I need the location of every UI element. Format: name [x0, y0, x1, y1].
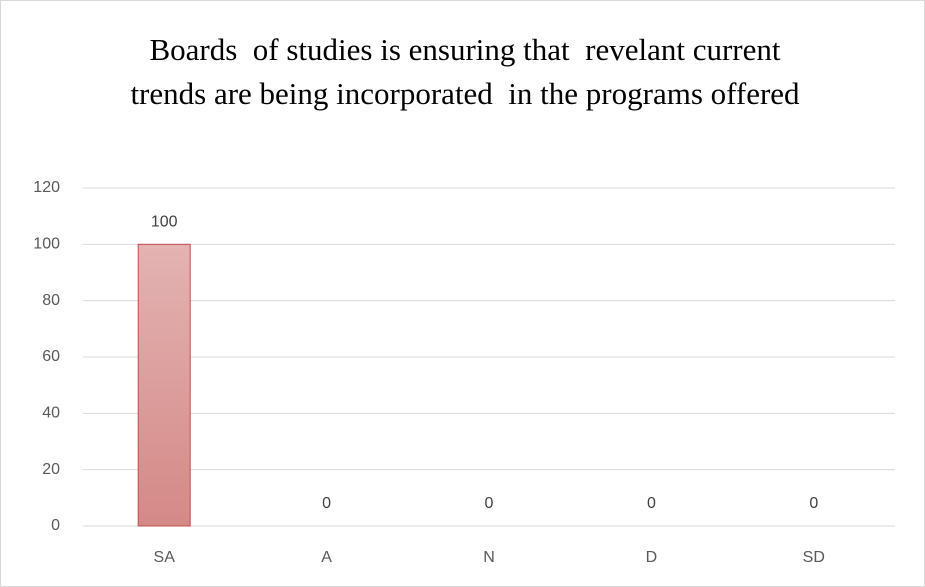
- x-tick-label: SD: [803, 549, 825, 566]
- y-tick-label: 100: [33, 236, 60, 253]
- chart-title: Boards of studies is ensuring that revel…: [130, 32, 800, 111]
- y-tick-label: 40: [42, 405, 60, 422]
- x-tick-label: N: [483, 549, 495, 566]
- bar: [137, 243, 191, 527]
- y-tick-label: 20: [42, 461, 60, 478]
- data-label: 0: [647, 495, 656, 512]
- x-tick-label: SA: [154, 549, 176, 566]
- y-tick-label: 80: [42, 292, 60, 309]
- data-label: 100: [151, 214, 178, 231]
- data-label: 0: [485, 495, 494, 512]
- data-label: 0: [322, 495, 331, 512]
- y-tick-label: 0: [51, 517, 60, 534]
- x-tick-label: D: [646, 549, 658, 566]
- data-label: 0: [809, 495, 818, 512]
- y-tick-label: 120: [33, 179, 60, 196]
- y-tick-label: 60: [42, 348, 60, 365]
- x-tick-label: A: [321, 549, 332, 566]
